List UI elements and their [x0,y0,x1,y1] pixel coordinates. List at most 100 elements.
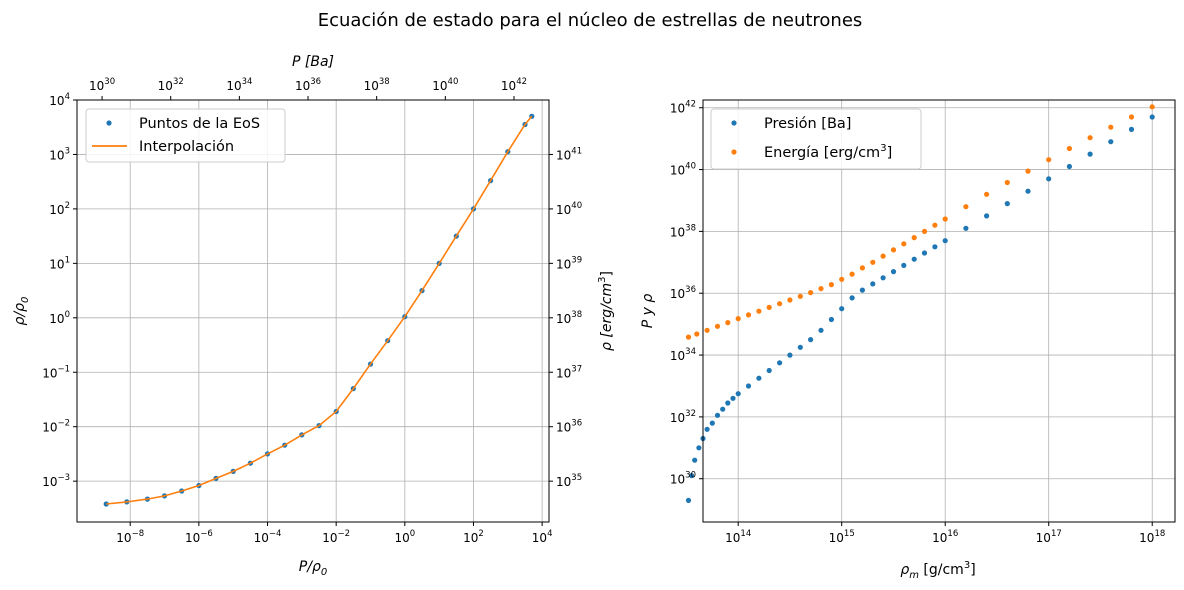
data-point-energy [1108,124,1114,130]
right-tick-label: 1040 [556,201,582,217]
data-point-pressure [1149,114,1155,120]
data-point-energy [870,259,876,265]
chart-eos-legend: Puntos de la EoS Interpolación [85,108,286,163]
data-point-pressure [859,287,866,293]
x-tick-label: 10−6 [185,529,213,545]
chart-pe-xlabel: ρm [g/cm3] [900,560,975,581]
data-point-energy [911,235,917,241]
data-point-pressure [797,344,803,350]
data-point-pressure [685,497,692,503]
data-point-energy [1128,114,1135,120]
data-point-pressure [818,327,824,333]
y-tick-label: 101 [49,255,70,271]
chart-eos-ticks: 10−8 10−6 10−4 10−2 100 102 104 10−3 10−2 10−1 100… [42,77,582,545]
y-tick-label: 1040 [670,162,696,178]
x-tick-label: 1017 [1036,529,1062,545]
data-point-pressure [963,225,969,231]
data-point-pressure [1004,201,1010,207]
top-tick-label: 1040 [432,77,458,93]
data-point-energy [787,297,793,303]
x-tick-label: 10−4 [254,529,282,545]
y-tick-label: 1036 [670,285,696,301]
y-tick-label: 1034 [670,347,696,363]
legend-label-pressure: Presión [Ba] [764,116,851,132]
data-point-pressure [942,238,948,244]
right-tick-label: 1039 [556,255,582,271]
data-point-energy [921,228,928,234]
legend-box [85,108,286,163]
y-tick-label: 102 [49,201,70,217]
data-point-energy [714,323,721,329]
data-point-energy [745,312,752,318]
data-point-pressure [1128,126,1135,132]
data-point-pressure [756,375,762,381]
data-point-pressure [689,473,695,479]
data-point-pressure [808,337,814,343]
right-tick-label: 1038 [556,310,582,326]
data-point-energy [849,271,855,277]
data-point-energy [828,282,835,288]
y-tick-label: 1030 [670,471,696,487]
data-point-energy [890,247,897,253]
data-point-pressure [1066,163,1072,170]
chart-eos-top-xlabel: P [Ba] [292,54,334,70]
y-tick-label: 1032 [670,409,696,425]
data-point-pressure [870,281,876,287]
right-tick-label: 1035 [556,473,582,489]
data-point-energy [839,276,845,282]
chart-eos-right-ylabel: ρ [erg/cm3] [597,271,615,351]
right-tick-label: 1036 [556,419,582,435]
x-tick-label: 10−8 [116,529,144,545]
data-point-pressure [1087,151,1093,157]
data-point-energy [880,253,886,259]
chart-pe-ylabel: P y ρ [640,294,656,329]
chart-eos-ylabel: ρ/ρ0 [12,297,31,326]
x-tick-label: 1018 [1139,529,1165,545]
data-point-pressure [1108,139,1114,145]
chart-eos-series [103,113,535,507]
data-point-pressure [880,275,886,281]
data-point-energy [777,301,783,307]
data-point-energy [1066,145,1072,152]
data-point-pressure [932,244,938,250]
y-tick-label: 10−2 [42,419,70,435]
data-point-energy [818,286,824,292]
data-point-pressure [725,400,731,406]
data-point-energy [766,304,772,310]
data-point-pressure [745,383,752,389]
legend-label-eos-points: Puntos de la EoS [139,116,260,132]
y-tick-label: 1038 [670,223,696,239]
chart-pe-frame [702,99,1176,523]
data-point-pressure [828,316,835,323]
data-point-pressure [709,420,715,426]
data-point-energy [1025,168,1031,174]
data-point-pressure [849,295,855,301]
chart-pe-series [685,104,1155,503]
data-point-energy [735,316,741,322]
top-tick-label: 1032 [158,77,184,93]
x-tick-label: 100 [394,529,415,545]
legend-label-interpolation: Interpolación [139,139,234,155]
data-point-pressure [714,412,721,418]
x-tick-label: 102 [463,529,484,545]
top-tick-label: 1034 [226,77,252,93]
data-point-energy [1149,104,1155,110]
x-tick-label: 1016 [932,529,958,545]
data-point-energy [797,293,803,299]
x-tick-label: 1015 [829,529,855,545]
data-point-pressure [777,360,783,366]
data-point-pressure [787,352,793,358]
x-tick-label: 10−2 [322,529,350,545]
data-point-energy [685,334,692,340]
data-point-energy [704,327,710,333]
x-tick-label: 104 [532,529,553,545]
right-tick-label: 1041 [556,146,582,162]
data-point-pressure [890,269,897,275]
data-point-energy [1046,157,1052,163]
data-point-pressure [720,406,726,412]
data-point-pressure [730,395,736,401]
data-point-energy [901,241,907,247]
y-tick-label: 1042 [670,100,696,116]
legend-marker-energy [731,149,737,155]
